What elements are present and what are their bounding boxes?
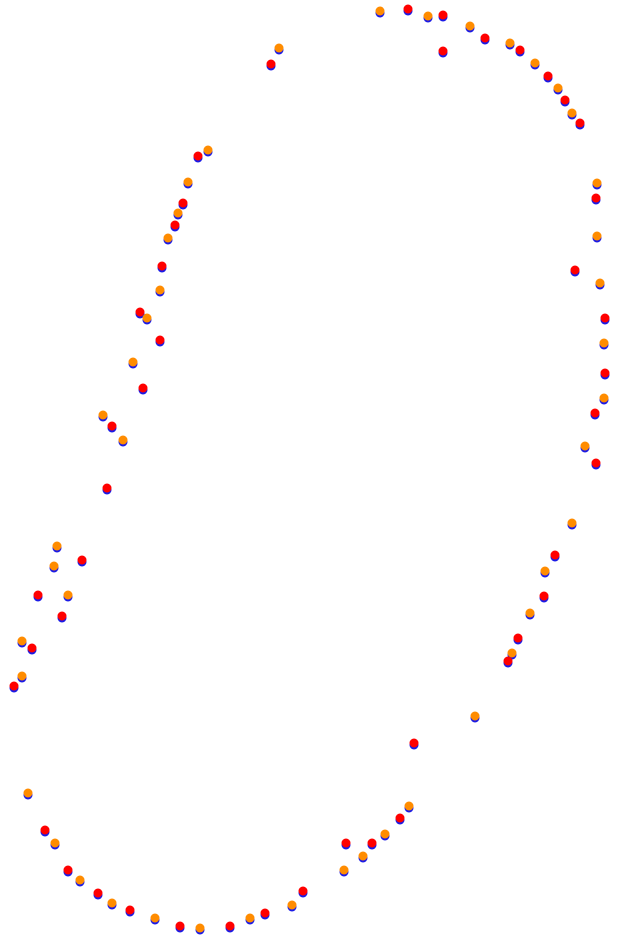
point (505, 38, 515, 48)
point (170, 220, 180, 230)
point (27, 643, 37, 653)
point (118, 435, 128, 445)
point (298, 886, 308, 896)
point (395, 813, 405, 823)
point (438, 10, 448, 20)
point (203, 145, 213, 155)
point (33, 590, 43, 600)
point (591, 458, 601, 468)
point (63, 865, 73, 875)
point (507, 648, 517, 658)
point (503, 656, 513, 666)
point (260, 908, 270, 918)
point (17, 671, 27, 681)
point (403, 4, 413, 14)
point (380, 829, 390, 839)
point (93, 888, 103, 898)
point (193, 151, 203, 161)
point (178, 198, 188, 208)
point (465, 21, 475, 31)
point (40, 825, 50, 835)
point (107, 898, 117, 908)
point (599, 393, 609, 403)
point (600, 313, 610, 323)
point (567, 518, 577, 528)
point (128, 357, 138, 367)
point (245, 913, 255, 923)
point (125, 905, 135, 915)
point (339, 865, 349, 875)
point (539, 591, 549, 601)
point (423, 11, 433, 21)
point (150, 913, 160, 923)
point (470, 711, 480, 721)
point (600, 368, 610, 378)
point (52, 541, 62, 551)
point (155, 285, 165, 295)
point (225, 921, 235, 931)
point (50, 838, 60, 848)
point (599, 338, 609, 348)
point (592, 178, 602, 188)
point (9, 681, 19, 691)
point (98, 410, 108, 420)
point (157, 261, 167, 271)
point (183, 177, 193, 187)
point (553, 83, 563, 93)
point (63, 590, 73, 600)
point (525, 608, 535, 618)
point (358, 851, 368, 861)
point (107, 421, 117, 431)
point (592, 231, 602, 241)
point (341, 838, 351, 848)
point (367, 838, 377, 848)
point (409, 738, 419, 748)
point (17, 636, 27, 646)
point (155, 335, 165, 345)
point (540, 566, 550, 576)
point (591, 193, 601, 203)
point (515, 45, 525, 55)
point (266, 59, 276, 69)
point (138, 383, 148, 393)
point (102, 483, 112, 493)
point (23, 788, 33, 798)
point (77, 555, 87, 565)
point (595, 278, 605, 288)
point (404, 801, 414, 811)
point (580, 441, 590, 451)
point (57, 611, 67, 621)
point (575, 118, 585, 128)
point (567, 108, 577, 118)
point (195, 923, 205, 933)
point (375, 6, 385, 16)
point (513, 633, 523, 643)
point (49, 561, 59, 571)
point (438, 46, 448, 56)
point (530, 58, 540, 68)
point (287, 900, 297, 910)
point (135, 307, 145, 317)
point (590, 408, 600, 418)
point (75, 875, 85, 885)
point (274, 43, 284, 53)
point (550, 550, 560, 560)
point (163, 233, 173, 243)
point (173, 208, 183, 218)
point (543, 71, 553, 81)
point (560, 95, 570, 105)
point (142, 313, 152, 323)
point (570, 265, 580, 275)
point (175, 921, 185, 931)
point (480, 33, 490, 43)
